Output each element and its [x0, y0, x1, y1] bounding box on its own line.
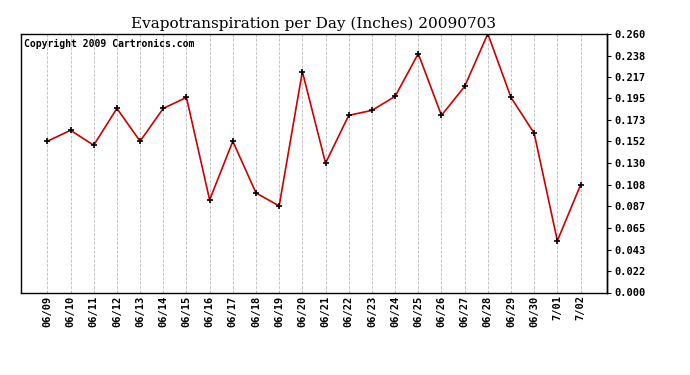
Text: Copyright 2009 Cartronics.com: Copyright 2009 Cartronics.com [23, 39, 194, 49]
Title: Evapotranspiration per Day (Inches) 20090703: Evapotranspiration per Day (Inches) 2009… [132, 17, 496, 31]
